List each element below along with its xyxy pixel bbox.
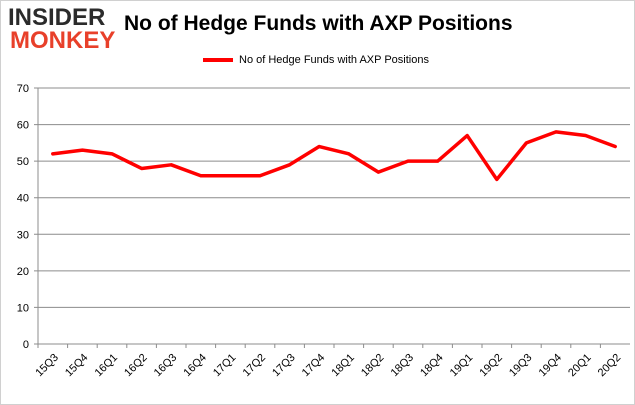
insider-monkey-logo: INSIDER MONKEY [8,4,118,54]
x-tick-label: 20Q2 [596,352,624,380]
x-tick-label: 15Q4 [63,352,91,380]
x-tick-label: 16Q2 [122,352,150,380]
legend: No of Hedge Funds with AXP Positions [203,54,429,66]
x-tick-label: 18Q2 [359,352,387,380]
legend-label: No of Hedge Funds with AXP Positions [239,54,429,66]
x-tick-label: 16Q4 [181,352,209,380]
x-tick-label: 17Q1 [211,352,239,380]
logo-line2: MONKEY [10,27,116,54]
y-tick-label: 10 [17,302,29,314]
series-line [51,130,617,182]
x-tick-label: 19Q4 [537,352,565,380]
legend-swatch [203,58,233,62]
x-tick-label: 16Q1 [93,352,121,380]
x-tick-label: 19Q1 [448,352,476,380]
y-tick-label: 40 [17,193,29,205]
logo-line1: INSIDER [8,4,106,31]
y-tick-label: 70 [17,83,29,95]
x-tick-label: 17Q3 [270,352,298,380]
x-tick-label: 16Q3 [152,352,180,380]
chart-title: No of Hedge Funds with AXP Positions [124,12,513,35]
x-tick-label: 19Q3 [507,352,535,380]
y-tick-label: 50 [17,156,29,168]
x-tick-label: 17Q2 [241,352,269,380]
x-tick-label: 18Q4 [418,352,446,380]
x-tick-label: 18Q1 [329,352,357,380]
x-tick-label: 20Q1 [566,352,594,380]
y-tick-label: 60 [17,120,29,132]
y-tick-label: 20 [17,266,29,278]
x-tick-label: 19Q2 [477,352,505,380]
y-tick-label: 30 [17,229,29,241]
x-tick-label: 18Q3 [389,352,417,380]
x-tick-label: 15Q3 [33,352,61,380]
x-tick-label: 17Q4 [300,352,328,380]
y-tick-label: 0 [23,339,29,351]
